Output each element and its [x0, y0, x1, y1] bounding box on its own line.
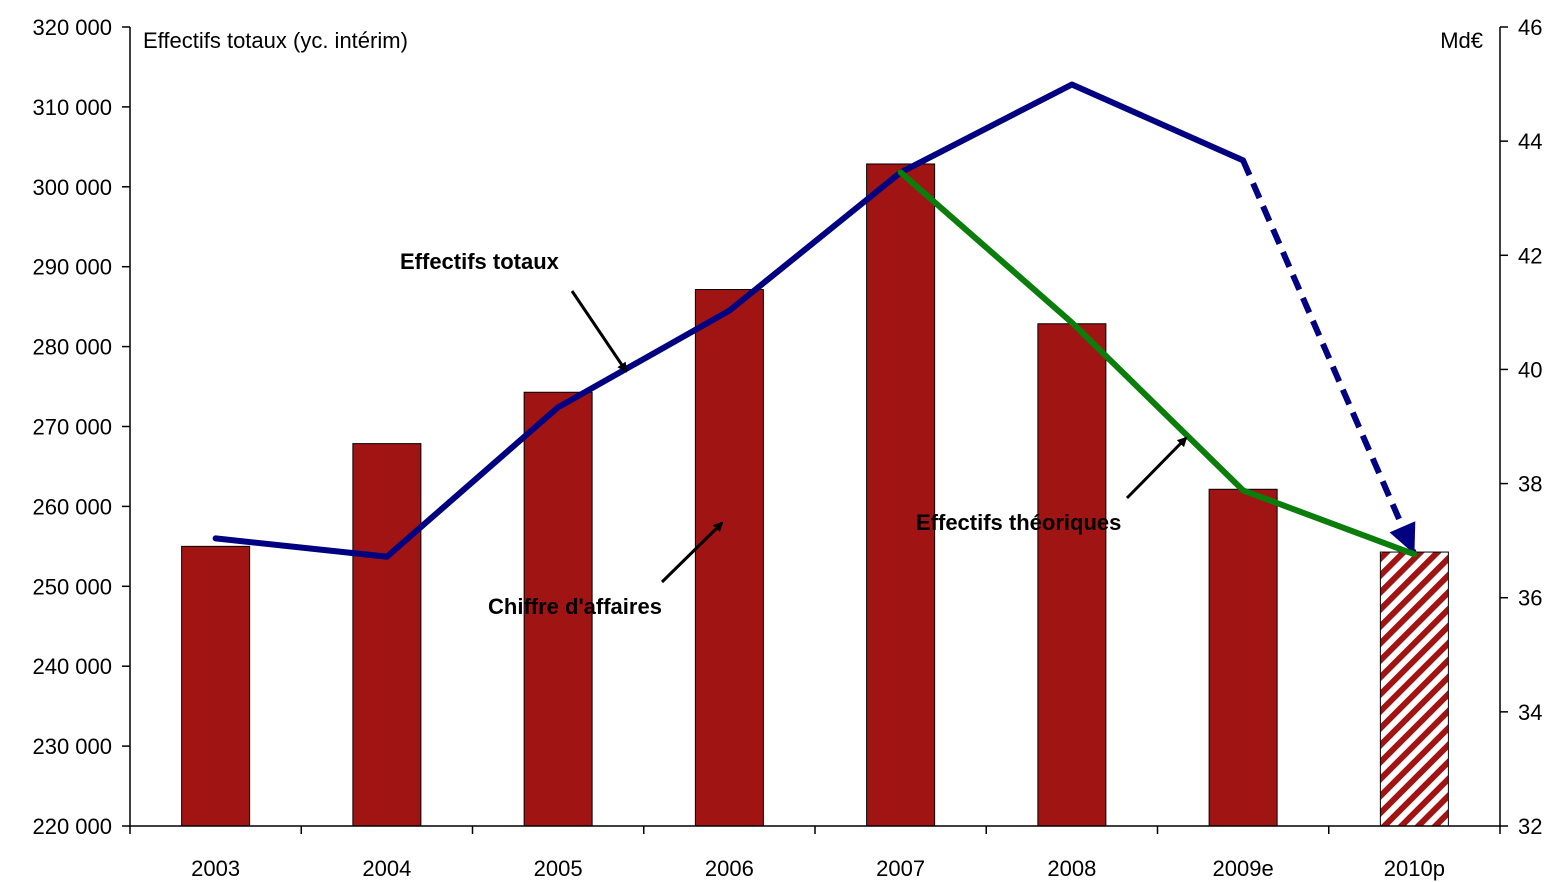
left-tick-label: 270 000 — [32, 415, 112, 440]
annotation-arrow-effectifs-totaux — [570, 290, 628, 373]
annotation-chiffre-affaires: Chiffre d'affaires — [488, 594, 662, 619]
left-tick-label: 280 000 — [32, 335, 112, 360]
right-tick-label: 40 — [1518, 357, 1542, 382]
x-tick-label: 2007 — [876, 856, 925, 881]
lines-layer — [212, 81, 1418, 560]
bar-chiffre-affaires-2008 — [1037, 323, 1107, 827]
bar-chiffre-affaires-2007 — [866, 163, 936, 827]
axes-layer: 220 000 230 000 240 000 250 000 260 000 270 0… — [32, 15, 1542, 881]
bar-chiffre-affaires-2003 — [181, 545, 251, 827]
annotation-arrow-chiffre-affaires — [660, 521, 724, 584]
right-axis-ticks: 32 34 36 38 40 42 44 46 — [1500, 15, 1542, 839]
right-tick-label: 36 — [1518, 586, 1542, 611]
right-tick-label: 44 — [1518, 129, 1542, 154]
line-effectifs-theoriques — [897, 169, 1418, 558]
annotations-layer: Effectifs totaux Chiffre d'affaires Effe… — [400, 249, 1188, 619]
left-tick-label: 260 000 — [32, 494, 112, 519]
left-tick-label: 220 000 — [32, 814, 112, 839]
bar-chiffre-affaires-2009e — [1208, 488, 1278, 827]
annotation-effectifs-theoriques: Effectifs théoriques — [916, 510, 1121, 535]
bar-chiffre-affaires-2006 — [694, 289, 764, 827]
right-tick-label: 34 — [1518, 700, 1542, 725]
right-tick-label: 46 — [1518, 15, 1542, 40]
x-tick-label: 2009e — [1213, 856, 1274, 881]
left-tick-label: 300 000 — [32, 175, 112, 200]
x-tick-label: 2005 — [534, 856, 583, 881]
left-tick-label: 320 000 — [32, 15, 112, 40]
x-tick-label: 2004 — [362, 856, 411, 881]
right-tick-label: 42 — [1518, 243, 1542, 268]
left-tick-label: 250 000 — [32, 574, 112, 599]
x-tick-label: 2010p — [1384, 856, 1445, 881]
bar-chiffre-affaires-2010p — [1379, 551, 1449, 827]
x-tick-label: 2003 — [191, 856, 240, 881]
left-tick-label: 310 000 — [32, 95, 112, 120]
x-tick-label: 2006 — [705, 856, 754, 881]
left-axis-ticks: 220 000 230 000 240 000 250 000 260 000 270 0… — [32, 15, 130, 839]
bar-chiffre-affaires-2005 — [523, 391, 593, 827]
right-tick-label: 32 — [1518, 814, 1542, 839]
bars-layer — [181, 163, 1449, 827]
left-axis-title: Effectifs totaux (yc. intérim) — [143, 28, 408, 53]
projection-arrowhead — [1389, 521, 1416, 555]
bar-chiffre-affaires-2004 — [352, 443, 422, 827]
line-effectifs-totaux — [212, 81, 1247, 560]
left-tick-label: 240 000 — [32, 654, 112, 679]
left-tick-label: 230 000 — [32, 734, 112, 759]
annotation-effectifs-totaux: Effectifs totaux — [400, 249, 560, 274]
line-effectifs-totaux-projection — [1240, 159, 1418, 556]
left-tick-label: 290 000 — [32, 255, 112, 280]
x-tick-label: 2008 — [1047, 856, 1096, 881]
right-axis-title: Md€ — [1440, 28, 1483, 53]
right-tick-label: 38 — [1518, 472, 1542, 497]
x-axis-ticks: 2003 2004 2005 2006 2007 2008 2009e 2010p — [129, 826, 1501, 881]
annotation-arrow-effectifs-theoriques — [1125, 436, 1188, 500]
